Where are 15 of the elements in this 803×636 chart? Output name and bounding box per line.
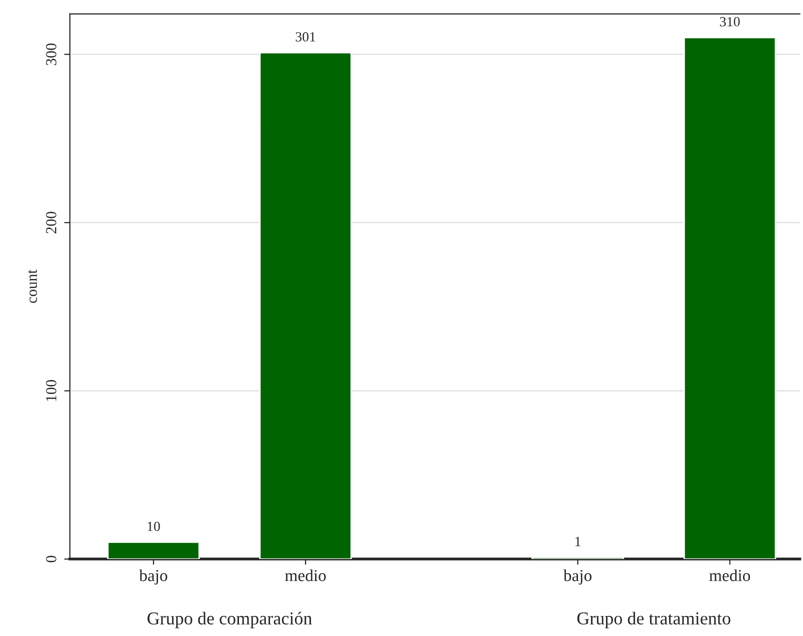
data-label: 10 [148,522,160,532]
x-tick-label: bajo [563,569,592,585]
text: Grupo de tratamiento [577,612,730,628]
data-label: 310 [720,17,740,26]
y-tick-label: 200 [46,212,56,234]
y-tick-label: 300 [46,43,56,66]
y-tick-label: 100 [46,380,56,401]
x-tick-label: medio [709,569,750,582]
data-label: 301 [296,32,316,42]
x-tick-label: bajo [139,569,168,585]
data-label: 1 [576,536,580,546]
text: Grupo de comparación [148,612,312,628]
x-tick-label: medio [285,569,326,582]
y-tick-label: 0 [46,556,56,562]
y-axis-title: count [28,270,37,303]
